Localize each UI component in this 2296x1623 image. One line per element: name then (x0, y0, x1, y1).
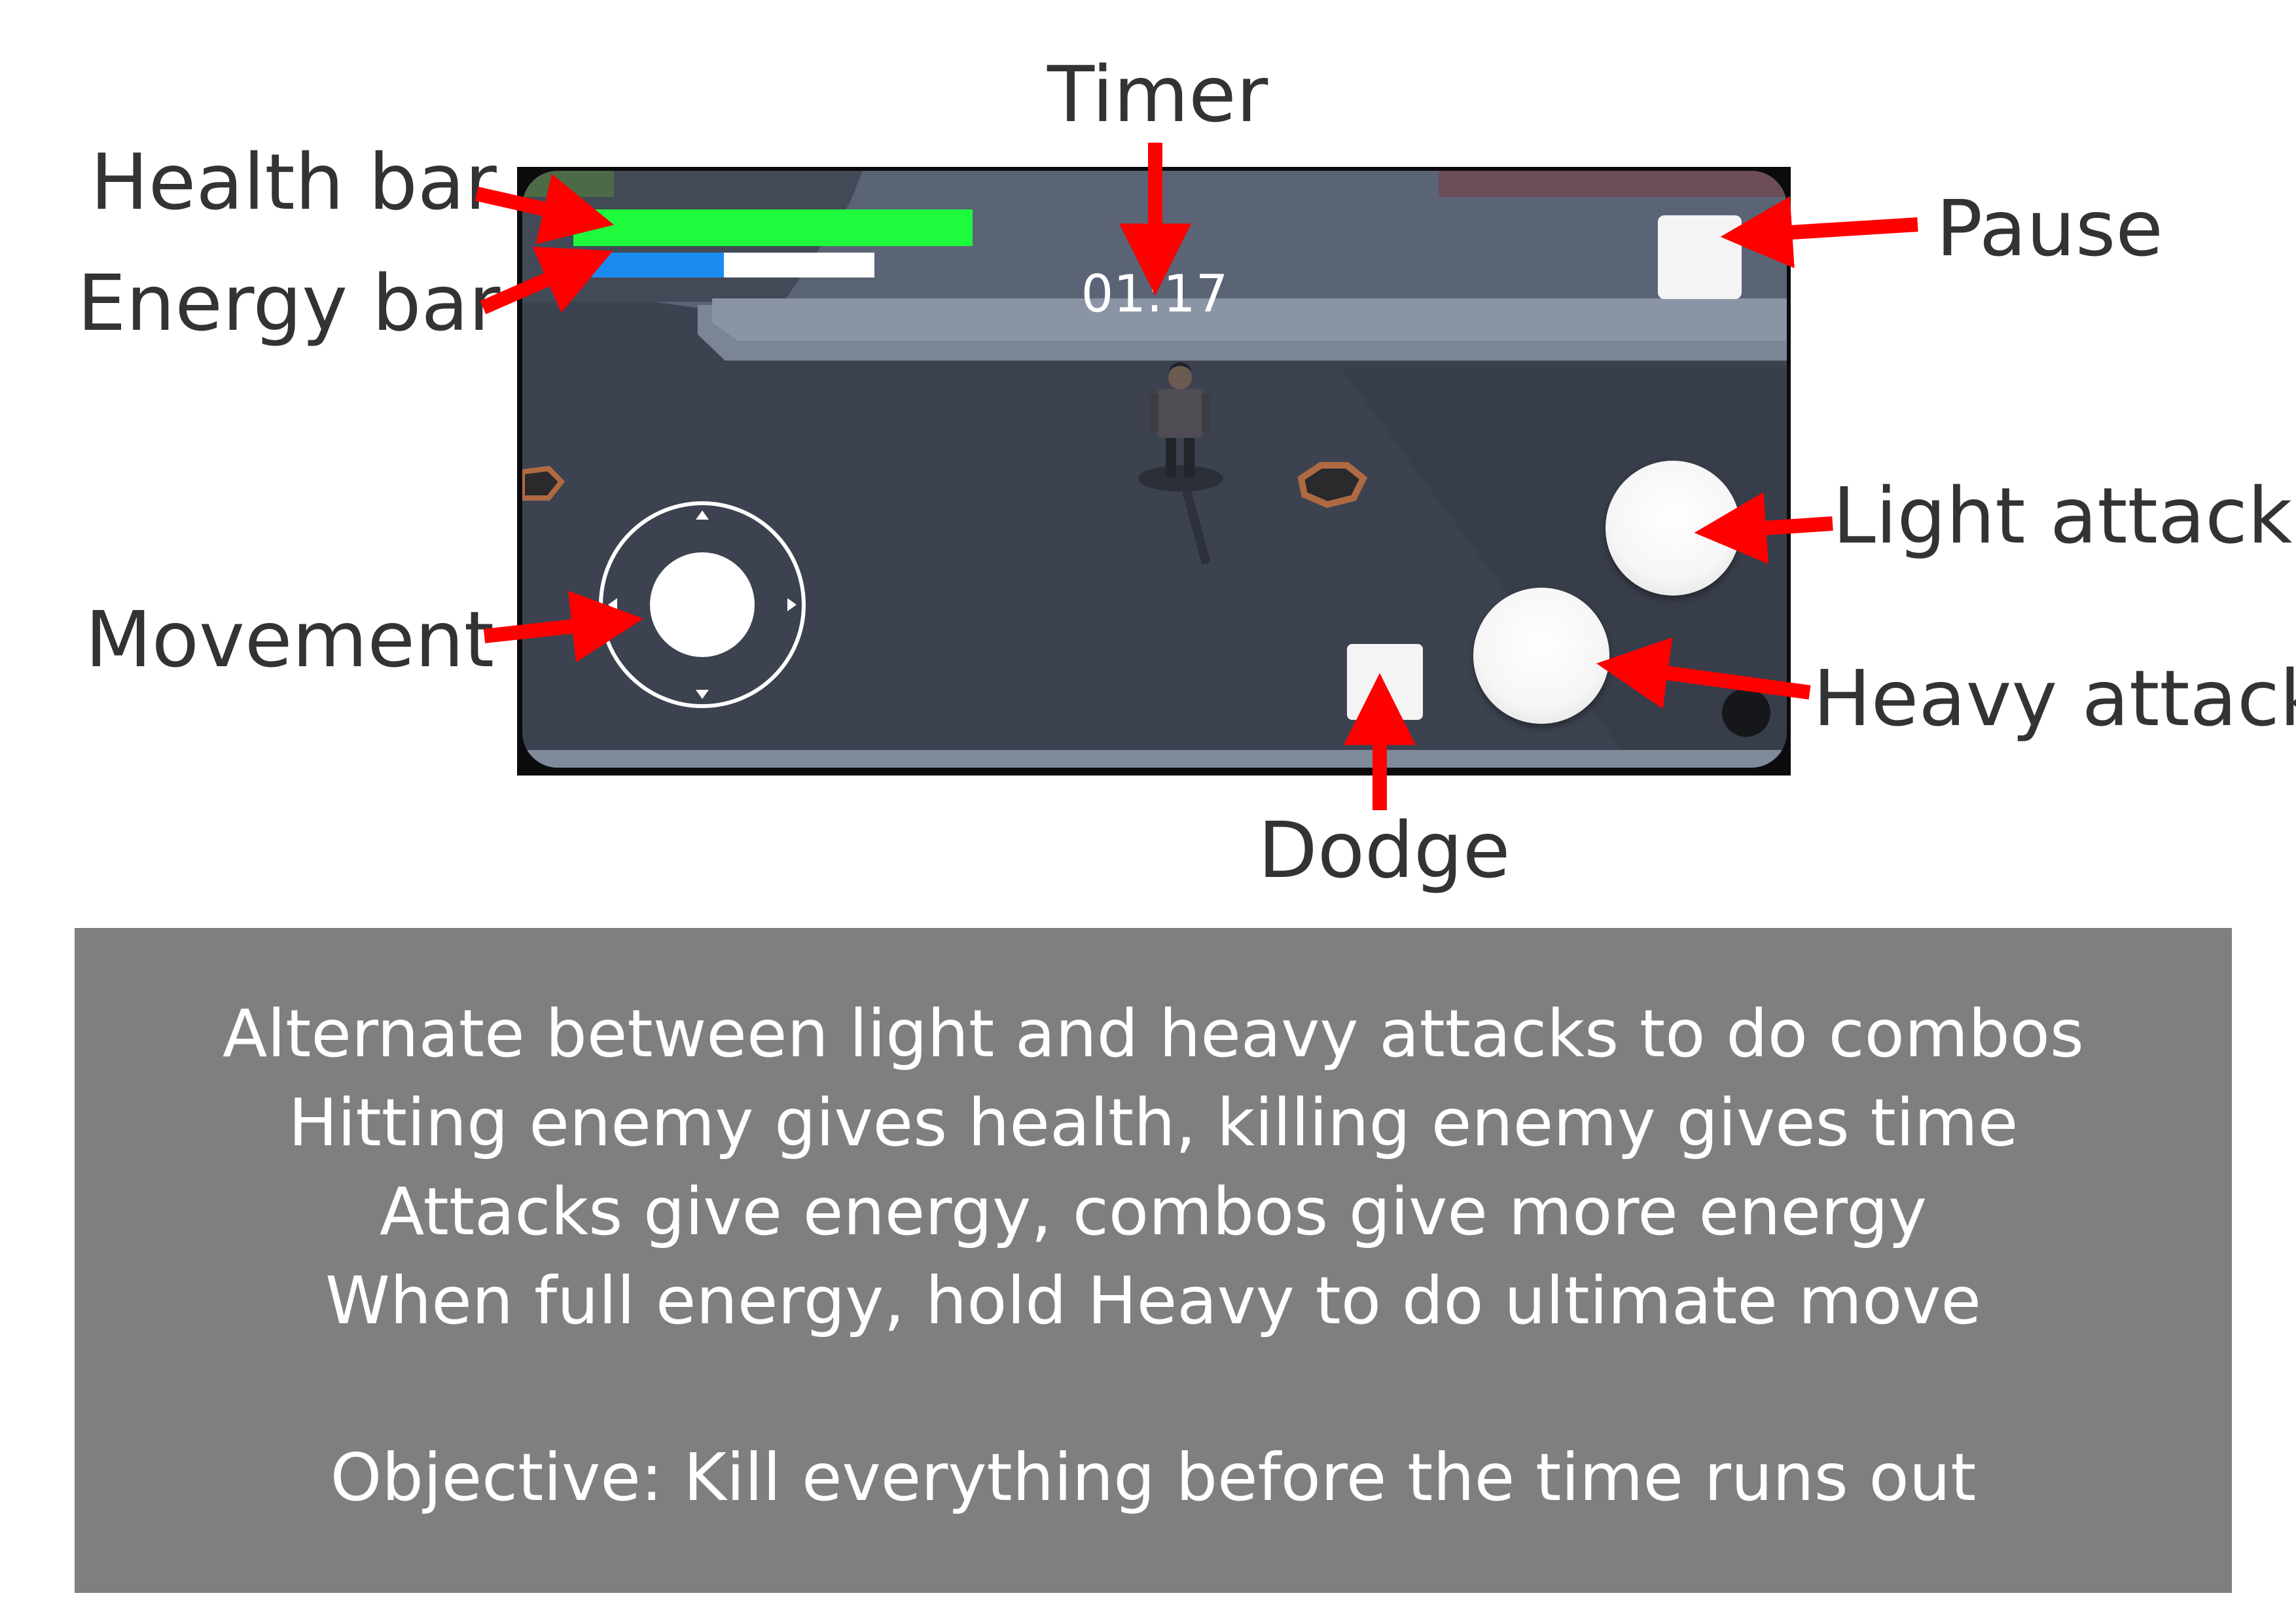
sidewalk-top (712, 298, 1787, 341)
lamp-shadow (1179, 477, 1211, 565)
heavy-attack-button[interactable] (1473, 588, 1609, 724)
joystick-knob (650, 552, 755, 657)
pause-arrow (1720, 196, 1918, 268)
energy-bar-arrow (480, 246, 613, 315)
manhole-cover (1297, 462, 1368, 508)
dodge-callout-label: Dodge (1258, 805, 1511, 895)
triangle-right-icon (787, 598, 797, 611)
health-bar-arrow (475, 173, 615, 244)
pause-callout-label: Pause (1936, 183, 2164, 274)
health-bar (573, 209, 973, 246)
building-edge (1439, 171, 1787, 197)
triangle-down-icon (696, 690, 709, 699)
objective-text: Objective: Kill everything before the ti… (330, 1439, 1977, 1516)
manhole-cover-left (522, 465, 565, 501)
energy-bar-callout-label: Energy bar (77, 258, 501, 348)
movement-arrow (483, 590, 644, 662)
corner-dot (1722, 688, 1770, 737)
timer-callout-label: Timer (1047, 49, 1268, 139)
heavy-attack-callout-label: Heavy attack (1813, 653, 2296, 743)
health-bar-callout-label: Health bar (90, 137, 497, 227)
movement-callout-label: Movement (85, 594, 495, 685)
instruction-line-ultimate: When full energy, hold Heavy to do ultim… (325, 1262, 1981, 1339)
instruction-line-energy: Attacks give energy, combos give more en… (379, 1173, 1927, 1250)
bottom-curb (522, 750, 1787, 768)
light-attack-arrow (1694, 491, 1833, 564)
heavy-attack-arrow (1596, 637, 1811, 709)
light-attack-callout-label: Light attack (1833, 471, 2293, 561)
instructions-panel: Alternate between light and heavy attack… (75, 928, 2232, 1593)
triangle-up-icon (696, 510, 709, 520)
instruction-line-health-time: Hitting enemy gives health, killing enem… (288, 1084, 2018, 1161)
player-character (1138, 362, 1223, 491)
instruction-line-combos: Alternate between light and heavy attack… (222, 995, 2085, 1072)
